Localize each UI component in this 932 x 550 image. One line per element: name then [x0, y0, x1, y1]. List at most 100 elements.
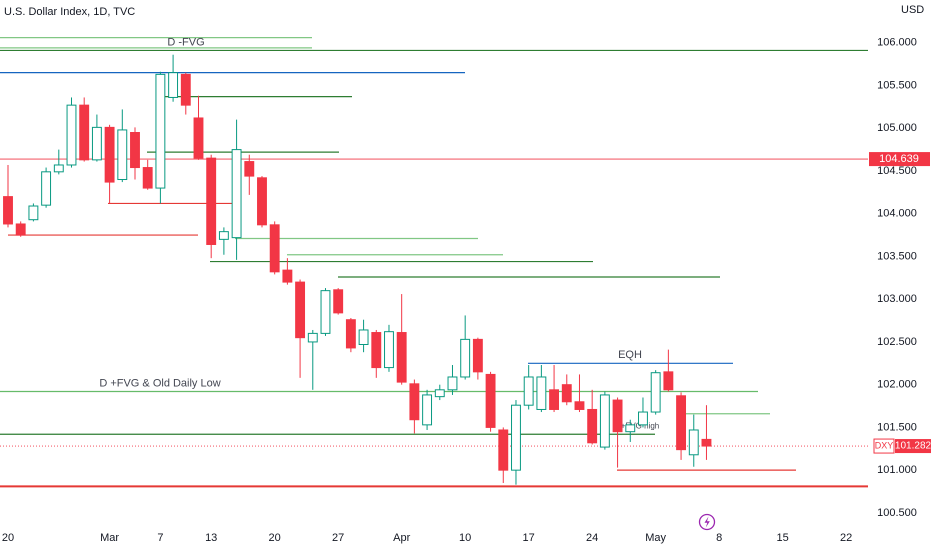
candle-body	[676, 395, 687, 451]
y-tick-label: 106.000	[877, 37, 917, 49]
candle-body	[257, 177, 267, 226]
candle-body	[561, 384, 572, 403]
candle-body	[345, 319, 356, 349]
marked-price-label: 104.639	[879, 153, 919, 165]
candle-body	[409, 383, 420, 421]
candle-body	[307, 332, 318, 343]
candle-body	[28, 205, 39, 221]
candle-body	[688, 429, 699, 456]
candle-body	[511, 404, 521, 471]
candle-body	[625, 424, 636, 433]
symbol-label: DXY	[875, 440, 894, 450]
x-tick-label: 7	[157, 532, 163, 544]
candle-body	[41, 171, 52, 206]
x-tick-label: 24	[586, 532, 598, 544]
candle-body	[701, 438, 712, 447]
chart-title: U.S. Dollar Index, 1D, TVC	[4, 6, 135, 18]
x-tick-label: 10	[459, 532, 471, 544]
marked-price-box	[869, 152, 930, 167]
candle-body	[536, 376, 547, 410]
candle-body	[638, 411, 648, 426]
x-tick-label: May	[645, 532, 666, 544]
y-tick-label: 103.500	[877, 250, 917, 262]
candle-body	[3, 196, 13, 225]
candle-body	[206, 157, 217, 245]
candle-body	[549, 389, 560, 410]
y-tick-label: 104.500	[877, 165, 917, 177]
x-tick-label: Mar	[100, 532, 119, 544]
candle-body	[599, 394, 610, 448]
candle-body	[130, 132, 140, 169]
y-tick-label: 101.000	[877, 464, 917, 476]
candle-body	[91, 126, 102, 161]
candle-body	[498, 429, 509, 471]
price-axis: 106.000 105.500 105.000 104.500 104.000 103.5…	[869, 37, 932, 519]
x-tick-label: 8	[716, 532, 722, 544]
y-tick-label: 100.500	[877, 507, 917, 519]
candle-body	[447, 376, 458, 391]
candle-body	[574, 401, 585, 410]
level-text: +FVG high	[621, 421, 659, 430]
y-tick-label: 105.000	[877, 122, 917, 134]
candle-body	[612, 399, 623, 433]
level-text: D +FVG & Old Daily Low	[99, 377, 220, 389]
y-tick-label: 104.000	[877, 208, 917, 220]
candle-body	[155, 73, 166, 189]
x-tick-label: 20	[269, 532, 281, 544]
candle-body	[53, 164, 64, 173]
candle-body	[422, 394, 433, 426]
candle-body	[66, 104, 77, 166]
y-tick-label: 102.000	[877, 379, 917, 391]
x-tick-label: 15	[777, 532, 789, 544]
candle-body	[218, 231, 229, 240]
events-icon[interactable]	[698, 513, 716, 531]
y-tick-label: 101.500	[877, 421, 917, 433]
y-tick-label: 102.500	[877, 336, 917, 348]
candle-body	[663, 371, 674, 391]
x-tick-label: 13	[205, 532, 217, 544]
symbol-box	[873, 438, 895, 454]
candle-body	[295, 281, 306, 339]
candle-body	[269, 224, 280, 273]
price-axis-panel	[868, 0, 932, 550]
candle-body	[396, 332, 407, 383]
y-tick-label: 103.000	[877, 293, 917, 305]
candle-body	[650, 372, 661, 413]
x-tick-label: 22	[840, 532, 852, 544]
level-text: EQH	[618, 349, 642, 361]
candle-body	[485, 373, 496, 428]
candle-body	[523, 376, 534, 406]
y-tick-label: 105.500	[877, 79, 917, 91]
candle-body	[142, 167, 153, 189]
last-price-box	[895, 439, 931, 454]
candle-body	[333, 289, 344, 314]
candle-body	[231, 149, 242, 239]
candle-body	[371, 332, 382, 369]
candle-body	[168, 72, 179, 98]
candle-body	[460, 338, 471, 378]
x-tick-label: 20	[2, 532, 14, 544]
candle-body	[79, 104, 90, 161]
candle-body	[193, 117, 204, 159]
currency: USD	[901, 4, 924, 16]
candle-body	[15, 223, 26, 236]
candle-body	[104, 126, 115, 183]
candle-body	[320, 290, 331, 334]
candle-body	[587, 408, 598, 444]
candle-body	[434, 389, 445, 398]
level-text: D -FVG	[167, 36, 204, 48]
x-tick-label: 17	[523, 532, 535, 544]
candle-body	[117, 129, 128, 181]
x-tick-label: Apr	[393, 532, 410, 544]
candle-body	[472, 338, 483, 373]
plot-area: D -FVG EQH D +FVG & Old Daily Low +FVG high…	[0, 36, 916, 544]
candle-body	[358, 329, 369, 346]
x-tick-label: 27	[332, 532, 344, 544]
candle-body	[244, 161, 255, 177]
last-price-label: 101.282	[895, 441, 932, 452]
candle-body	[282, 269, 293, 283]
candle-body	[180, 73, 191, 106]
candle-body	[384, 331, 394, 369]
